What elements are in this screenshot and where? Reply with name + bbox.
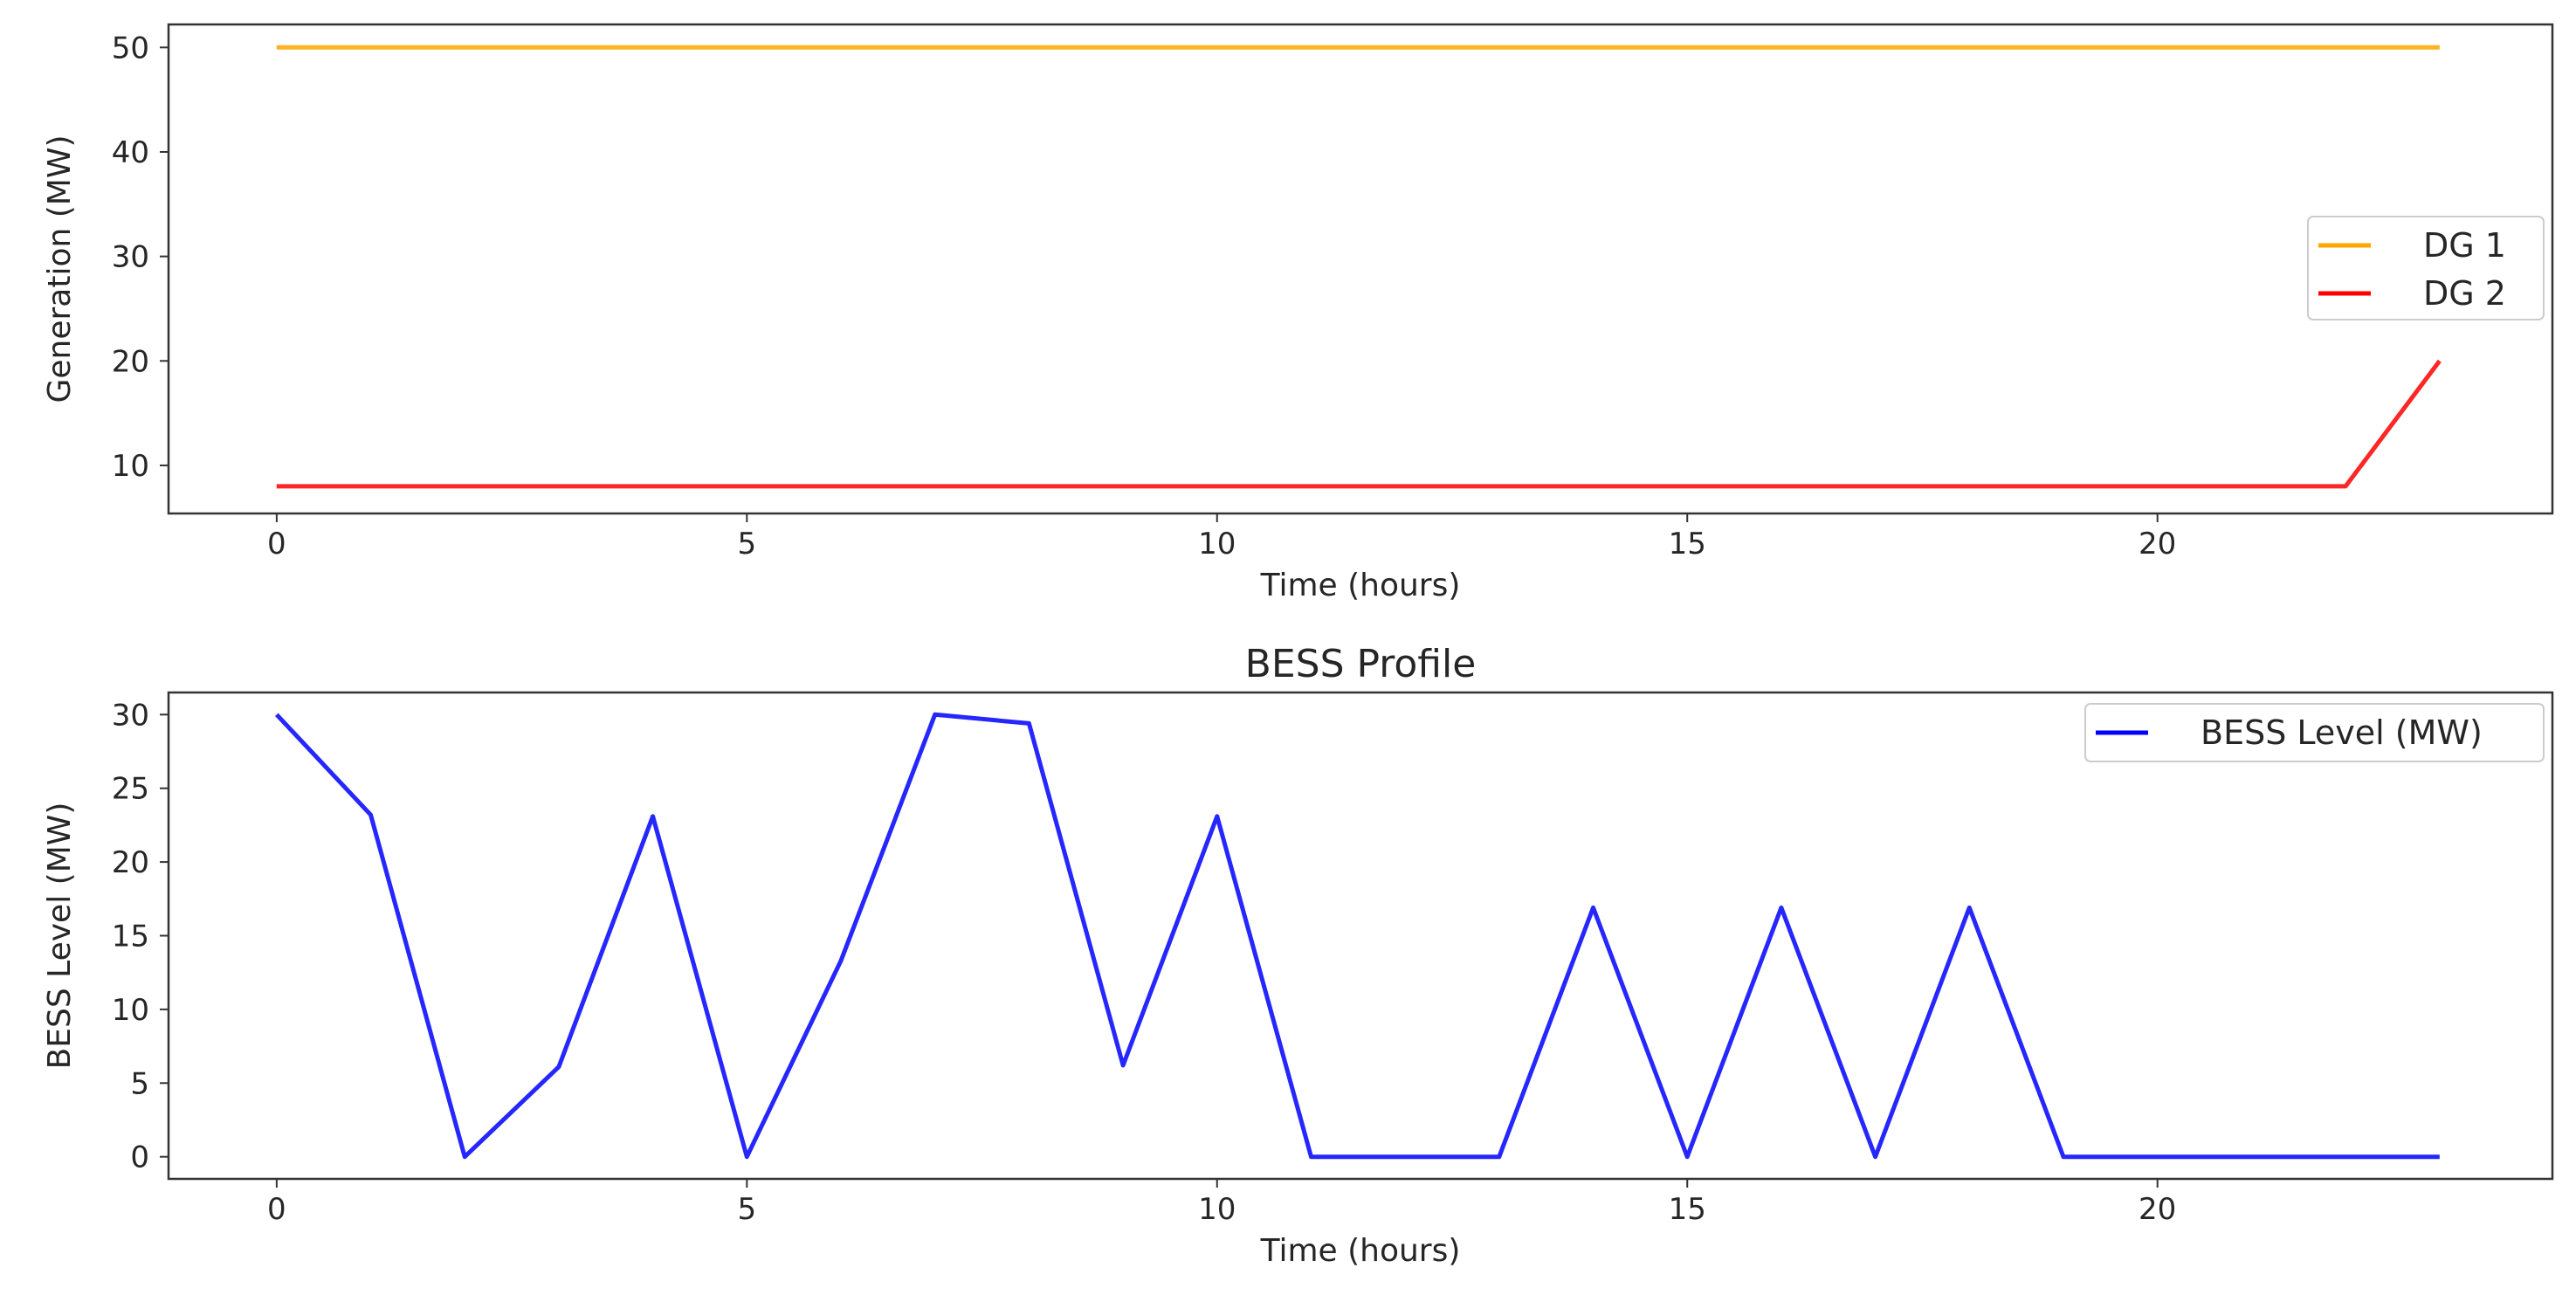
y-tick-label: 30 [112, 698, 149, 733]
y-tick-label: 20 [112, 845, 149, 880]
y-tick-label: 40 [112, 135, 149, 170]
x-tick-label: 5 [737, 527, 756, 561]
plot-frame [167, 691, 2554, 1181]
x-tick-label: 20 [2139, 1192, 2176, 1227]
y-axis-label: Generation (MW) [42, 134, 78, 403]
x-tick-label: 10 [1198, 1192, 1236, 1227]
y-tick-label: 10 [112, 993, 149, 1028]
legend-label: DG 2 [2423, 274, 2506, 313]
series-line-bess-level-mw [274, 712, 2440, 1160]
chart-title: BESS Profile [1245, 642, 1477, 686]
x-tick-label: 15 [1669, 1192, 1706, 1227]
legend: DG 1 DG 2 [2307, 216, 2545, 320]
y-tick-label: 10 [112, 449, 149, 484]
series-line-dg-2 [276, 359, 2442, 489]
y-tick-label: 50 [112, 31, 149, 65]
x-tick-label: 15 [1669, 527, 1706, 561]
y-tick-label: 25 [112, 772, 149, 807]
plot-frame [167, 23, 2554, 515]
y-axis-label: BESS Level (MW) [42, 803, 78, 1070]
x-axis-label: Time (hours) [1260, 1233, 1461, 1269]
x-tick-label: 5 [737, 1192, 756, 1227]
y-tick-label: 30 [112, 240, 149, 275]
y-tick-label: 20 [112, 344, 149, 379]
bess-profile-chart: BESS Profile 0 5 10 15 20 0 5 10 15 20 25 30 Time (ho… [42, 642, 2554, 1269]
y-tick-label: 15 [112, 920, 149, 954]
legend-label: BESS Level (MW) [2201, 713, 2483, 752]
x-tick-label: 0 [267, 1192, 286, 1227]
legend: BESS Level (MW) [2084, 703, 2545, 762]
legend-box [2084, 703, 2545, 762]
legend-label: DG 1 [2423, 226, 2506, 265]
generation-chart: 0 5 10 15 20 10 20 30 40 50 Time (hours) Generation… [42, 23, 2554, 603]
x-tick-label: 20 [2139, 527, 2176, 561]
x-axis-label: Time (hours) [1260, 568, 1461, 603]
x-tick-label: 10 [1198, 527, 1236, 561]
y-tick-label: 5 [130, 1066, 149, 1101]
y-tick-label: 0 [130, 1140, 149, 1175]
x-tick-label: 0 [267, 527, 286, 561]
